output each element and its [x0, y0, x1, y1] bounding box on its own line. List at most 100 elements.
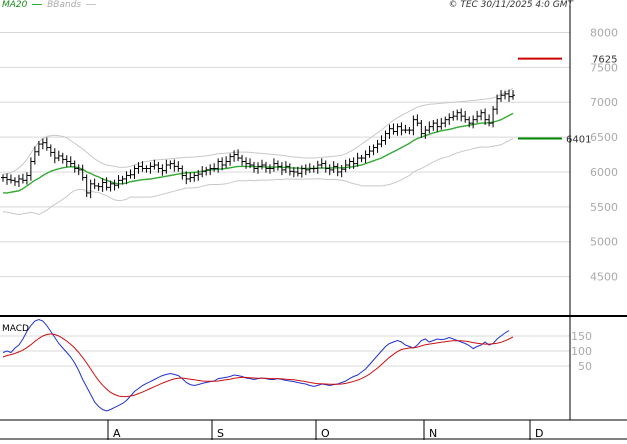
month-label: A [113, 427, 121, 440]
price-bar [244, 157, 249, 169]
price-bar [156, 161, 161, 173]
price-bar [188, 172, 193, 183]
price-bar [391, 123, 396, 135]
price-bar [479, 109, 484, 121]
price-bar [447, 113, 452, 125]
price-bar [248, 158, 253, 169]
price-bar [371, 144, 376, 156]
price-bar [431, 120, 436, 131]
month-label: O [321, 427, 330, 440]
price-bar [144, 165, 149, 173]
price-bar [507, 89, 512, 102]
price-tick-label: 6500 [590, 131, 618, 144]
price-bar [339, 165, 344, 178]
price-tick-label: 4500 [590, 271, 618, 284]
price-bar [164, 159, 169, 174]
price-bar [108, 180, 113, 192]
price-bar [92, 178, 97, 190]
ma20-legend-swatch [32, 4, 43, 5]
price-bar [271, 158, 276, 172]
support-level-label: 6401 [566, 134, 591, 145]
price-bar [471, 115, 476, 129]
price-bar [32, 146, 37, 165]
price-bar [208, 164, 213, 176]
price-bar [140, 161, 145, 172]
price-bar [407, 126, 412, 135]
price-tick-label: 7500 [590, 61, 618, 74]
price-bar [184, 171, 189, 185]
price-bar [467, 116, 472, 128]
price-bar [240, 154, 245, 166]
price-bar [160, 164, 165, 176]
macd-tick-label: 100 [571, 345, 592, 358]
bbands-legend-label: BBands [47, 0, 82, 10]
price-bar [259, 159, 264, 170]
price-bar [48, 144, 53, 157]
price-bar [303, 164, 308, 176]
price-bar [24, 172, 29, 185]
price-tick-label: 7000 [590, 96, 618, 109]
price-bar [212, 163, 217, 172]
price-bar [311, 165, 316, 173]
price-bar [287, 163, 292, 176]
price-bar [180, 165, 185, 180]
price-bar [168, 160, 173, 170]
price-bar [511, 90, 515, 100]
price-bar [367, 145, 372, 158]
price-bar [359, 154, 364, 163]
price-bar [228, 153, 233, 166]
price-bar [252, 161, 257, 173]
price-bar [192, 172, 197, 182]
price-bar [220, 157, 225, 171]
resistance-level-label: 7625 [592, 55, 617, 66]
price-bar [20, 173, 25, 184]
price-bar [224, 156, 229, 169]
price-bar [96, 182, 101, 191]
month-label: D [535, 427, 543, 440]
price-bar [279, 162, 284, 176]
macd-panel-title: MACD [2, 324, 29, 334]
price-bar [427, 121, 432, 134]
month-label: N [429, 427, 437, 440]
price-bar [44, 137, 49, 151]
price-bar [355, 152, 360, 167]
source-label: © TEC 30/11/2025 4:0 GMT [448, 0, 573, 10]
price-bar [443, 116, 448, 128]
price-bar [36, 140, 41, 156]
price-tick-label: 5500 [590, 201, 618, 214]
price-tick-label: 8000 [590, 26, 618, 39]
price-bar [104, 177, 109, 191]
price-bar [52, 148, 57, 164]
price-bar [80, 164, 85, 181]
price-bar [327, 164, 332, 176]
price-bar [459, 108, 464, 122]
macd-layer [2, 318, 514, 412]
price-bar [176, 161, 181, 172]
month-label: S [217, 427, 224, 440]
price-bar [88, 179, 93, 199]
price-bar [120, 175, 125, 185]
bollinger-bands [2, 87, 514, 216]
bbands-upper-line [2, 87, 514, 175]
price-bar [323, 160, 328, 173]
price-bar [1, 174, 5, 182]
price-bar [411, 115, 416, 136]
price-tick-label: 6000 [590, 166, 618, 179]
price-bar [40, 138, 45, 150]
price-bar [319, 158, 324, 169]
price-bar [128, 169, 133, 179]
price-bar [307, 163, 312, 174]
price-bar [423, 125, 428, 139]
price-bar [267, 164, 272, 174]
price-bar [347, 158, 352, 170]
price-bar [204, 166, 209, 176]
price-bar [16, 174, 21, 187]
price-bar [12, 177, 17, 186]
price-tick-label: 5000 [590, 236, 618, 249]
price-bar [331, 161, 336, 174]
price-bar [216, 158, 221, 173]
macd-tick-label: 150 [571, 330, 592, 343]
price-bar [483, 108, 488, 125]
price-bar [295, 166, 300, 177]
